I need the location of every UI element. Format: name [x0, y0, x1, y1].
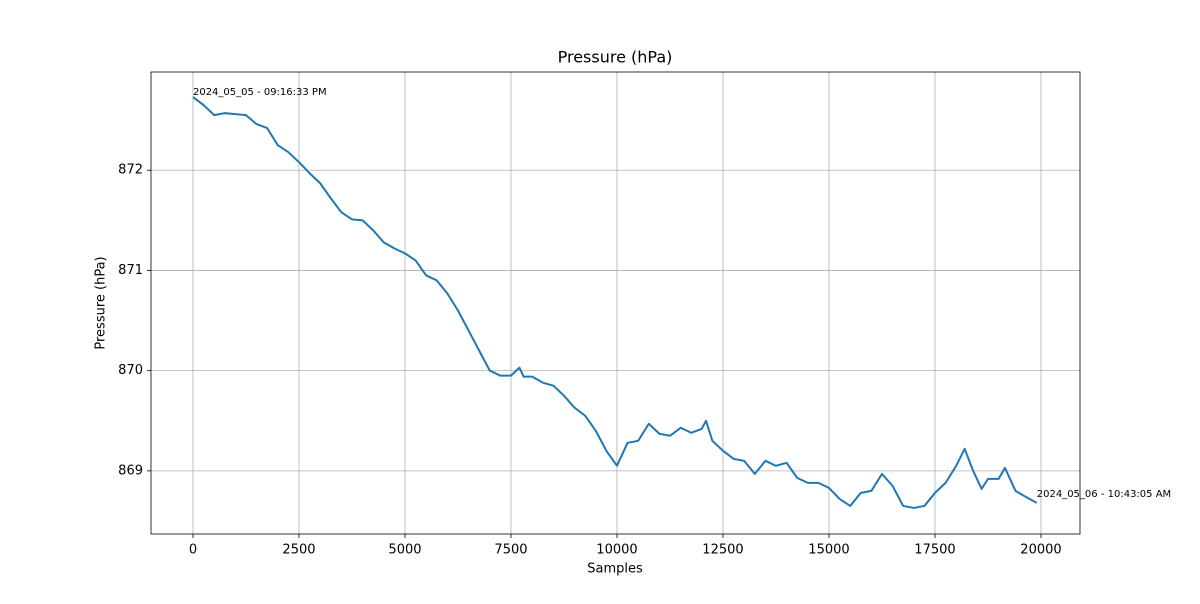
y-tick-label: 871 — [118, 263, 143, 278]
x-tick-label: 12500 — [702, 543, 743, 558]
chart-title: Pressure (hPa) — [558, 48, 673, 67]
x-tick-label: 5000 — [388, 543, 421, 558]
y-tick-label: 869 — [118, 463, 143, 478]
x-tick-label: 0 — [189, 543, 197, 558]
x-tick-label: 10000 — [596, 543, 637, 558]
plot-area: 0 2500 5000 7500 10000 12500 15000 17500 20000 86… — [118, 72, 1080, 558]
data-line — [192, 96, 1038, 509]
x-tick-label: 15000 — [808, 543, 849, 558]
x-tick-label: 20000 — [1020, 543, 1061, 558]
axes-frame — [150, 71, 1081, 535]
annotation: 2024_05_05 - 09:16:33 PM — [193, 87, 327, 98]
y-tick-label: 870 — [118, 363, 143, 378]
y-axis-label: Pressure (hPa) — [94, 256, 109, 349]
annotation: 2024_05_06 - 10:43:05 AM — [1037, 489, 1171, 500]
x-tick-label: 7500 — [494, 543, 527, 558]
x-axis-label: Samples — [587, 562, 643, 577]
y-tick-label: 872 — [118, 163, 143, 178]
x-tick-label: 17500 — [914, 543, 955, 558]
x-tick-label: 2500 — [282, 543, 315, 558]
